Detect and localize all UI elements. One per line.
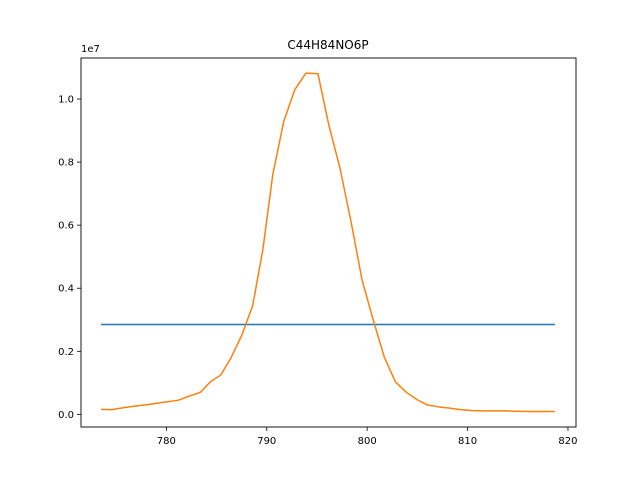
series-layer — [101, 72, 555, 413]
y-scale-label: 1e7 — [81, 44, 100, 55]
x-tick-label: 820 — [558, 436, 577, 447]
y-tick-label: 0.8 — [58, 158, 74, 169]
x-tick-label: 810 — [458, 436, 477, 447]
y-axis: 0.0 0.2 0.4 0.6 0.8 1.0 — [58, 95, 81, 421]
y-tick-label: 0.2 — [58, 347, 74, 358]
y-tick-label: 0.4 — [58, 284, 74, 295]
series-line-1 — [101, 72, 555, 413]
x-tick-label: 790 — [257, 436, 276, 447]
y-tick-label: 0.0 — [58, 410, 74, 421]
x-axis: 780 790 800 810 820 — [157, 427, 578, 447]
plot-area-frame — [80, 57, 577, 428]
x-tick-label: 800 — [358, 436, 377, 447]
x-tick-label: 780 — [157, 436, 176, 447]
y-tick-label: 1.0 — [58, 95, 74, 106]
y-tick-label: 0.6 — [58, 221, 74, 232]
chart-title: C44H84NO6P — [287, 38, 368, 52]
